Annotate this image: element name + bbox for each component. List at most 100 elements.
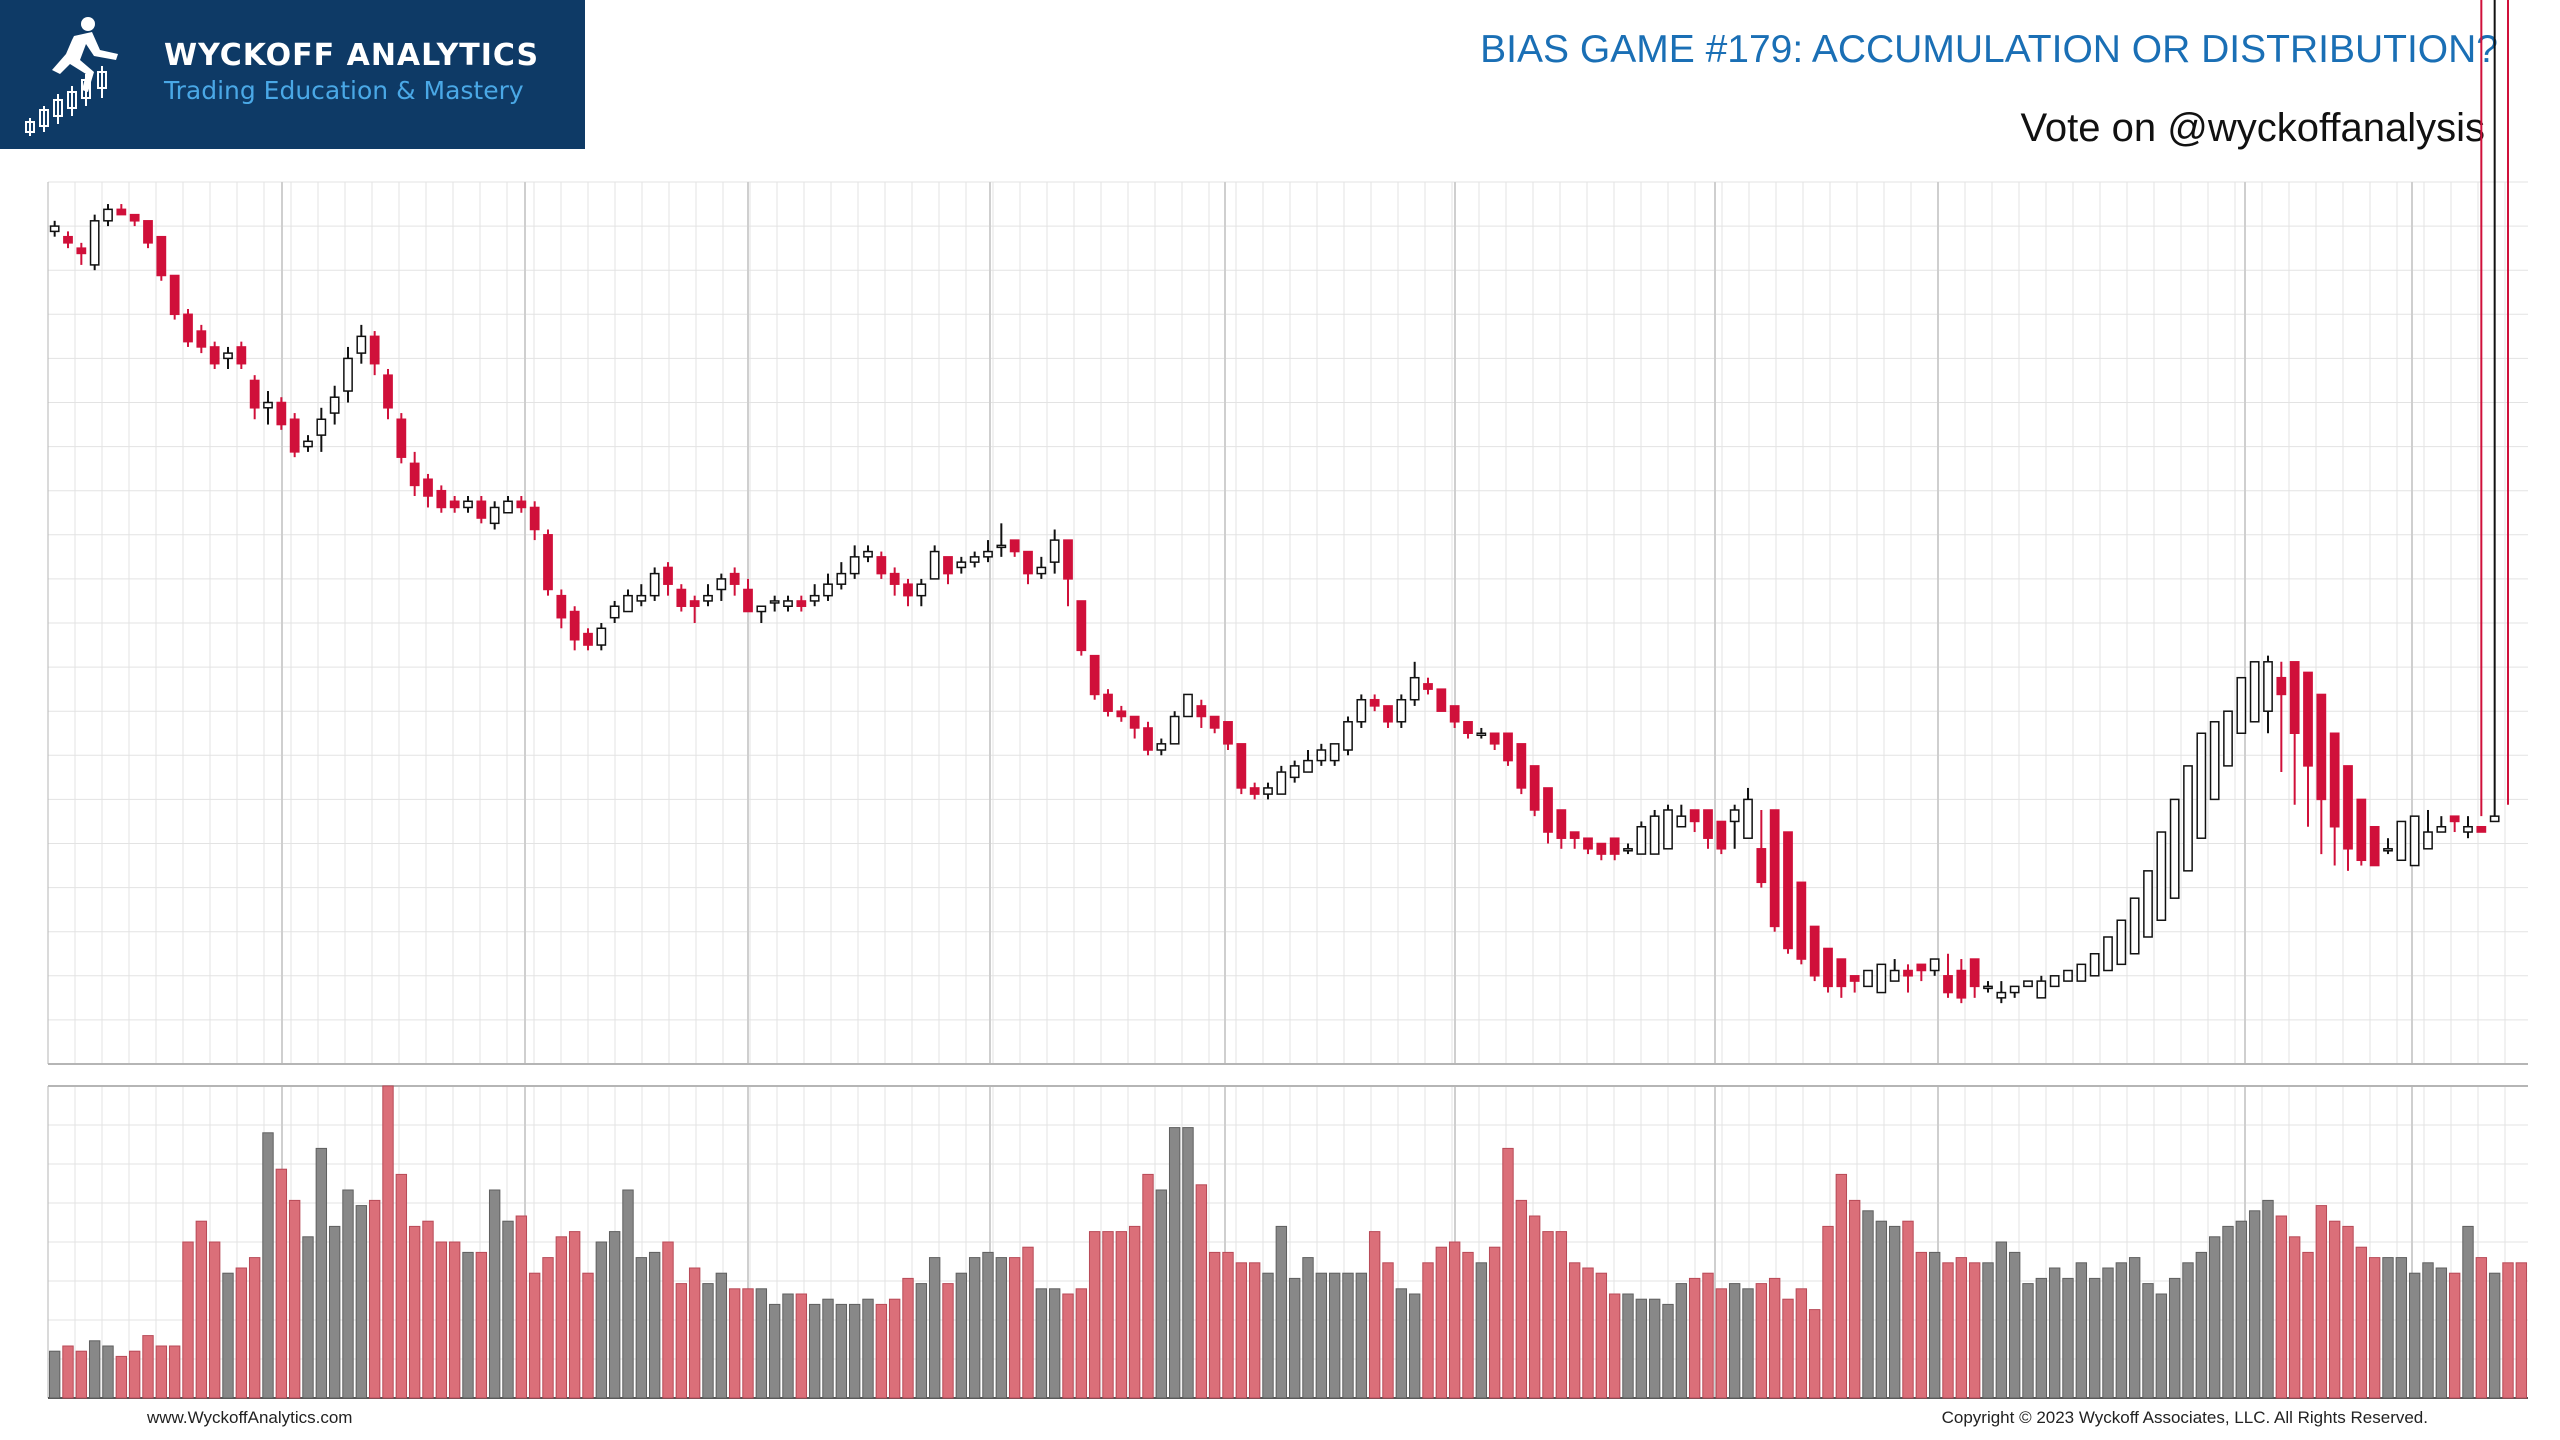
candle-body: [2409, 815, 2420, 867]
candle-body: [2116, 919, 2127, 966]
volume-bar: [328, 1225, 341, 1399]
brand-tagline: Trading Education & Mastery: [164, 76, 524, 105]
candle-body: [1329, 743, 1340, 762]
volume-bar: [1102, 1231, 1114, 1399]
candle-body: [2463, 825, 2473, 833]
volume-bar: [1022, 1246, 1034, 1399]
candle-body: [1676, 815, 1687, 828]
volume-bar: [662, 1241, 674, 1399]
candle-body: [1076, 600, 1087, 652]
volume-bar: [288, 1199, 301, 1399]
candle-body: [223, 352, 233, 360]
volume-bar: [1435, 1246, 1448, 1399]
volume-bar: [475, 1251, 488, 1399]
price-candles: [49, 0, 2509, 1004]
volume-bar: [355, 1205, 368, 1399]
candle-body: [1849, 975, 1860, 982]
volume-bar: [808, 1303, 821, 1399]
candle-body: [249, 379, 260, 409]
volume-bar: [2475, 1257, 2488, 1399]
candle-body: [236, 346, 247, 365]
volume-bar: [1475, 1262, 1488, 1399]
volume-bar: [1448, 1241, 1461, 1399]
candle-body: [916, 583, 927, 597]
candle-body: [1929, 958, 1940, 972]
volume-bar: [1302, 1257, 1314, 1399]
candle-body: [1383, 705, 1393, 723]
candle-body: [196, 330, 207, 348]
volume-bar: [435, 1241, 448, 1399]
volume-bar: [795, 1293, 808, 1399]
page-title: BIAS GAME #179: ACCUMULATION OR DISTRIBU…: [1480, 28, 2498, 71]
candle-body: [1609, 837, 1620, 855]
candle-body: [1543, 787, 1553, 833]
candle-body: [1996, 991, 2007, 999]
candle-body: [2236, 676, 2247, 735]
candle-body: [929, 550, 940, 580]
volume-bar: [1795, 1288, 1808, 1399]
logo-banner: WYCKOFF ANALYTICS Trading Education & Ma…: [0, 0, 585, 149]
volume-bar: [182, 1241, 194, 1399]
candle-body: [183, 313, 193, 343]
volume-bar: [1955, 1257, 1968, 1399]
volume-bar: [488, 1189, 501, 1399]
volume-bar: [1675, 1283, 1688, 1399]
volume-bar: [1128, 1225, 1141, 1399]
volume-bar: [1728, 1283, 1741, 1399]
volume-bar: [1782, 1298, 1794, 1399]
candle-body: [1596, 842, 1607, 855]
volume-bar: [515, 1215, 528, 1399]
candle-body: [2316, 693, 2327, 801]
volume-bar: [1848, 1199, 1861, 1399]
candle-body: [103, 208, 113, 222]
volume-bar: [222, 1272, 234, 1399]
volume-bar: [1648, 1298, 1661, 1399]
candle-body: [1983, 985, 1993, 990]
candle-body: [1169, 715, 1180, 745]
candle-body: [649, 572, 660, 597]
volume-bar: [1088, 1231, 1101, 1399]
volume-bar: [1862, 1210, 1874, 1399]
volume-bar: [1008, 1257, 1021, 1399]
volume-bar: [1515, 1199, 1528, 1399]
candle-body: [1489, 732, 1500, 745]
candle-body: [1343, 721, 1353, 751]
candle-body: [756, 605, 767, 613]
candle-body: [863, 550, 873, 558]
volume-bar: [1662, 1303, 1674, 1399]
candle-body: [623, 594, 633, 613]
volume-bar: [688, 1267, 701, 1399]
candle-body: [409, 462, 420, 487]
volume-bar: [382, 1085, 394, 1399]
candle-body: [2169, 798, 2180, 899]
candle-body: [703, 594, 713, 602]
volume-bar: [1595, 1272, 1608, 1399]
volume-bar: [568, 1231, 581, 1399]
website-link[interactable]: www.WyckoffAnalytics.com: [147, 1408, 353, 1427]
candle-body: [1263, 787, 1273, 795]
volume-bar: [2022, 1283, 2034, 1399]
candle-body: [596, 627, 607, 646]
volume-bar: [1382, 1262, 1394, 1399]
volume-bar: [2315, 1205, 2328, 1399]
volume-bar: [462, 1251, 474, 1399]
candle-body: [489, 506, 500, 525]
volume-bar: [1902, 1220, 1914, 1399]
candle-body: [1463, 721, 1473, 734]
volume-bar: [1755, 1283, 1768, 1399]
candle-body: [49, 225, 60, 233]
volume-bar: [2115, 1262, 2128, 1399]
candle-body: [1756, 848, 1767, 884]
candle-body: [1103, 693, 1113, 712]
vote-text: Vote on @wyckoffanalysis: [2020, 106, 2485, 150]
volume-bar: [1262, 1272, 1274, 1399]
volume-bar: [2128, 1257, 2141, 1399]
volume-bar: [1928, 1251, 1941, 1399]
candle-body: [516, 500, 527, 509]
volume-bar: [995, 1257, 1008, 1399]
volume-bar: [1995, 1241, 2008, 1399]
volume-bar: [2488, 1272, 2501, 1399]
candle-body: [2023, 980, 2033, 988]
volume-bar: [982, 1251, 994, 1399]
candle-body: [1969, 958, 1980, 988]
